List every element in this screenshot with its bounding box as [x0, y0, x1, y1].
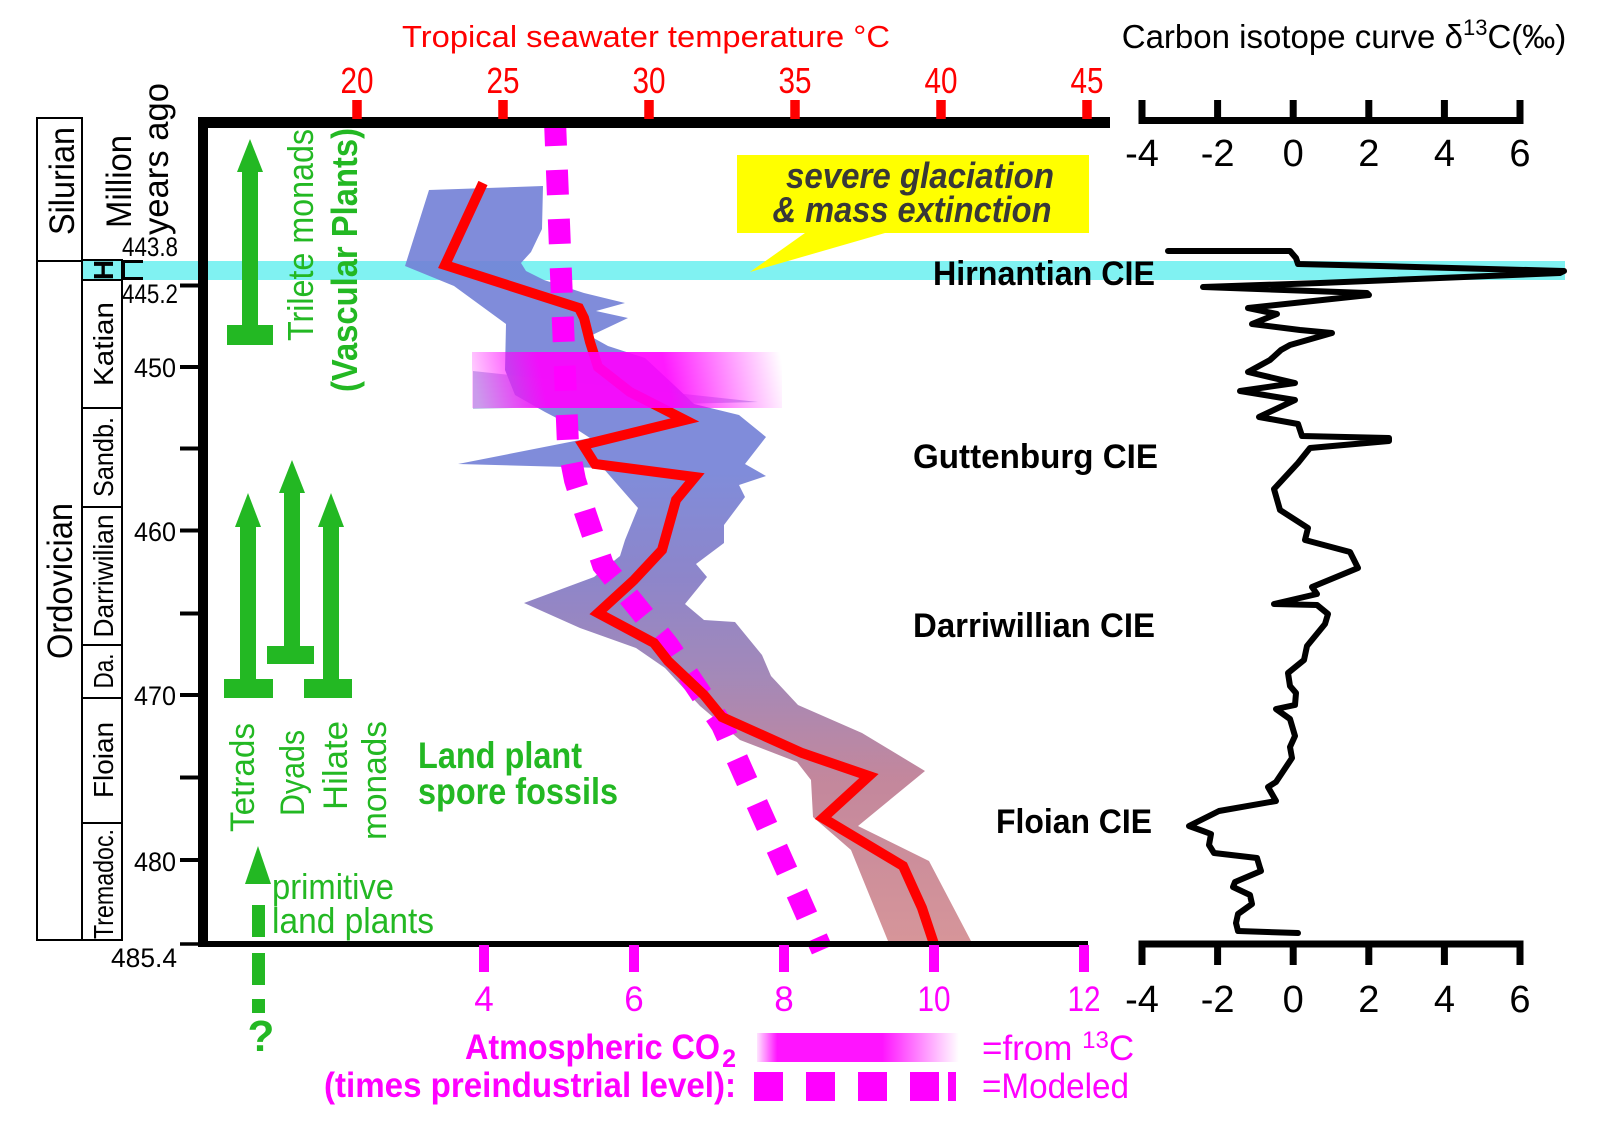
svg-text:Katian: Katian — [88, 302, 119, 386]
svg-text:Darriwilian: Darriwilian — [88, 515, 119, 638]
svg-text:4: 4 — [1434, 979, 1455, 1021]
svg-text:4: 4 — [474, 980, 493, 1019]
svg-text:& mass extinction: & mass extinction — [773, 189, 1052, 230]
svg-text:Atmospheric CO2: Atmospheric CO2 — [465, 1028, 736, 1073]
svg-text:30: 30 — [633, 60, 666, 101]
svg-text:6: 6 — [1509, 979, 1530, 1021]
svg-text:Tetrads: Tetrads — [224, 723, 262, 832]
svg-text:primitive: primitive — [272, 866, 394, 907]
svg-text:spore fossils: spore fossils — [418, 771, 618, 812]
svg-text:Trilete monads: Trilete monads — [280, 129, 321, 341]
svg-text:6: 6 — [1509, 133, 1530, 175]
svg-text:470: 470 — [134, 681, 176, 711]
svg-text:(times preindustrial level):: (times preindustrial level): — [324, 1066, 736, 1105]
svg-text:land plants: land plants — [272, 900, 434, 941]
svg-text:Dyads: Dyads — [274, 730, 312, 816]
svg-text:Million: Million — [100, 135, 139, 228]
svg-text:monads: monads — [356, 721, 394, 840]
svg-text:Floian: Floian — [88, 722, 119, 798]
svg-text:2: 2 — [1358, 979, 1379, 1021]
svg-text:=from 13C: =from 13C — [982, 1027, 1134, 1068]
svg-text:severe glaciation: severe glaciation — [786, 155, 1054, 196]
svg-text:40: 40 — [925, 60, 958, 101]
svg-text:45: 45 — [1071, 60, 1104, 101]
svg-text:Silurian: Silurian — [43, 127, 82, 235]
svg-text:8: 8 — [774, 980, 793, 1019]
svg-text:Floian CIE: Floian CIE — [996, 803, 1152, 841]
svg-text:2: 2 — [1358, 133, 1379, 175]
svg-text:35: 35 — [779, 60, 812, 101]
svg-text:-4: -4 — [1125, 133, 1159, 175]
svg-text:Land plant: Land plant — [418, 735, 582, 776]
svg-text:460: 460 — [134, 517, 176, 547]
svg-text:(Vascular Plants): (Vascular Plants) — [324, 128, 365, 392]
svg-text:Hirnantian CIE: Hirnantian CIE — [933, 255, 1155, 293]
svg-text:-2: -2 — [1201, 979, 1235, 1021]
svg-text:=Modeled: =Modeled — [982, 1067, 1129, 1106]
svg-text:4: 4 — [1434, 133, 1455, 175]
svg-text:480: 480 — [134, 847, 176, 877]
svg-text:H: H — [88, 260, 119, 280]
svg-text:0: 0 — [1283, 133, 1304, 175]
svg-text:443.8: 443.8 — [122, 232, 178, 262]
svg-text:20: 20 — [341, 60, 374, 101]
svg-text:6: 6 — [624, 980, 643, 1019]
svg-text:485.4: 485.4 — [111, 943, 177, 973]
svg-text:?: ? — [248, 1012, 275, 1061]
svg-text:-4: -4 — [1125, 979, 1159, 1021]
svg-text:Tropical seawater temperature: Tropical seawater temperature °C — [402, 19, 890, 54]
svg-text:Sandb.: Sandb. — [88, 417, 119, 497]
svg-text:-2: -2 — [1201, 133, 1235, 175]
svg-text:445.2: 445.2 — [122, 279, 178, 309]
svg-text:0: 0 — [1283, 979, 1304, 1021]
svg-text:450: 450 — [134, 353, 176, 383]
svg-text:Tremadoc.: Tremadoc. — [88, 829, 119, 939]
svg-text:25: 25 — [487, 60, 520, 101]
svg-text:Da.: Da. — [88, 654, 119, 689]
svg-text:12: 12 — [1068, 980, 1101, 1019]
svg-text:Hilate: Hilate — [317, 721, 355, 810]
svg-text:years ago: years ago — [137, 83, 176, 235]
svg-text:Ordovician: Ordovician — [41, 503, 80, 659]
svg-text:Darriwillian CIE: Darriwillian CIE — [913, 607, 1155, 645]
svg-text:Carbon isotope curve δ13C(‰): Carbon isotope curve δ13C(‰) — [1122, 15, 1567, 55]
svg-text:10: 10 — [918, 980, 951, 1019]
svg-text:Guttenburg CIE: Guttenburg CIE — [913, 438, 1158, 476]
